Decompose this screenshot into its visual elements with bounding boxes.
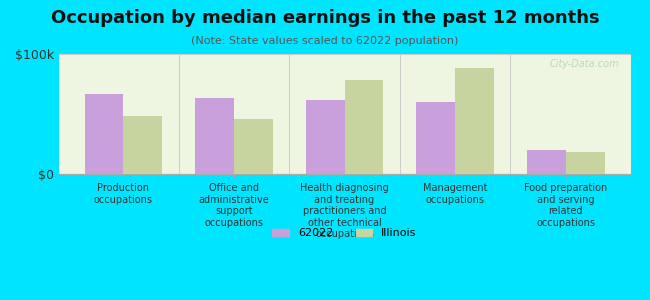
- Bar: [566, 152, 604, 174]
- Bar: [344, 80, 383, 174]
- Bar: [234, 119, 272, 174]
- Bar: [124, 116, 162, 174]
- Bar: [527, 150, 566, 174]
- Bar: [195, 98, 234, 174]
- Text: (Note: State values scaled to 62022 population): (Note: State values scaled to 62022 popu…: [191, 36, 459, 46]
- Bar: [84, 94, 124, 174]
- Text: City-Data.com: City-Data.com: [549, 59, 619, 69]
- Text: Occupation by median earnings in the past 12 months: Occupation by median earnings in the pas…: [51, 9, 599, 27]
- Legend: 62022, Illinois: 62022, Illinois: [268, 224, 421, 243]
- Bar: [455, 68, 494, 174]
- Bar: [306, 100, 345, 174]
- Bar: [417, 102, 455, 174]
